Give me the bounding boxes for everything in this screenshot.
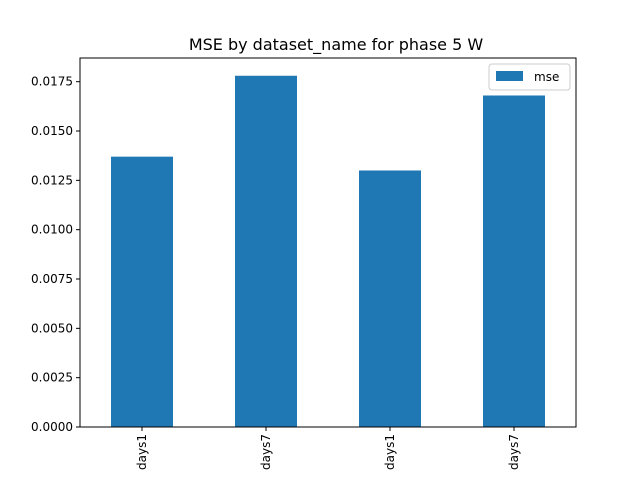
legend-swatch <box>496 71 523 81</box>
y-tick-label: 0.0100 <box>31 223 73 237</box>
legend: mse <box>488 63 571 91</box>
bar-days7-1 <box>235 75 297 427</box>
bar-days1-0 <box>111 156 173 428</box>
y-tick-label: 0.0025 <box>31 371 73 385</box>
y-tick-label: 0.0000 <box>31 420 73 434</box>
plot-frame <box>79 57 577 428</box>
y-tick-label: 0.0150 <box>31 124 73 138</box>
y-tick-label: 0.0050 <box>31 321 73 335</box>
x-axis: days1 days7 days1 days7 <box>135 427 521 470</box>
y-tick-label: 0.0075 <box>31 272 73 286</box>
x-tick-label: days1 <box>135 434 149 470</box>
legend-label: mse <box>534 70 559 84</box>
legend-box <box>488 63 571 91</box>
x-tick-label: days7 <box>507 434 521 470</box>
y-tick-label: 0.0175 <box>31 75 73 89</box>
bar-days1-2 <box>359 170 421 427</box>
x-tick-label: days1 <box>383 434 397 470</box>
bar-days7-3 <box>483 95 545 428</box>
y-tick-label: 0.0125 <box>31 173 73 187</box>
bars-group <box>111 75 545 428</box>
x-tick-label: days7 <box>259 434 273 470</box>
chart-title: MSE by dataset_name for phase 5 W <box>189 35 484 55</box>
y-axis: 0.0000 0.0025 0.0050 0.0075 0.0100 0.0125 0.01… <box>31 75 80 434</box>
